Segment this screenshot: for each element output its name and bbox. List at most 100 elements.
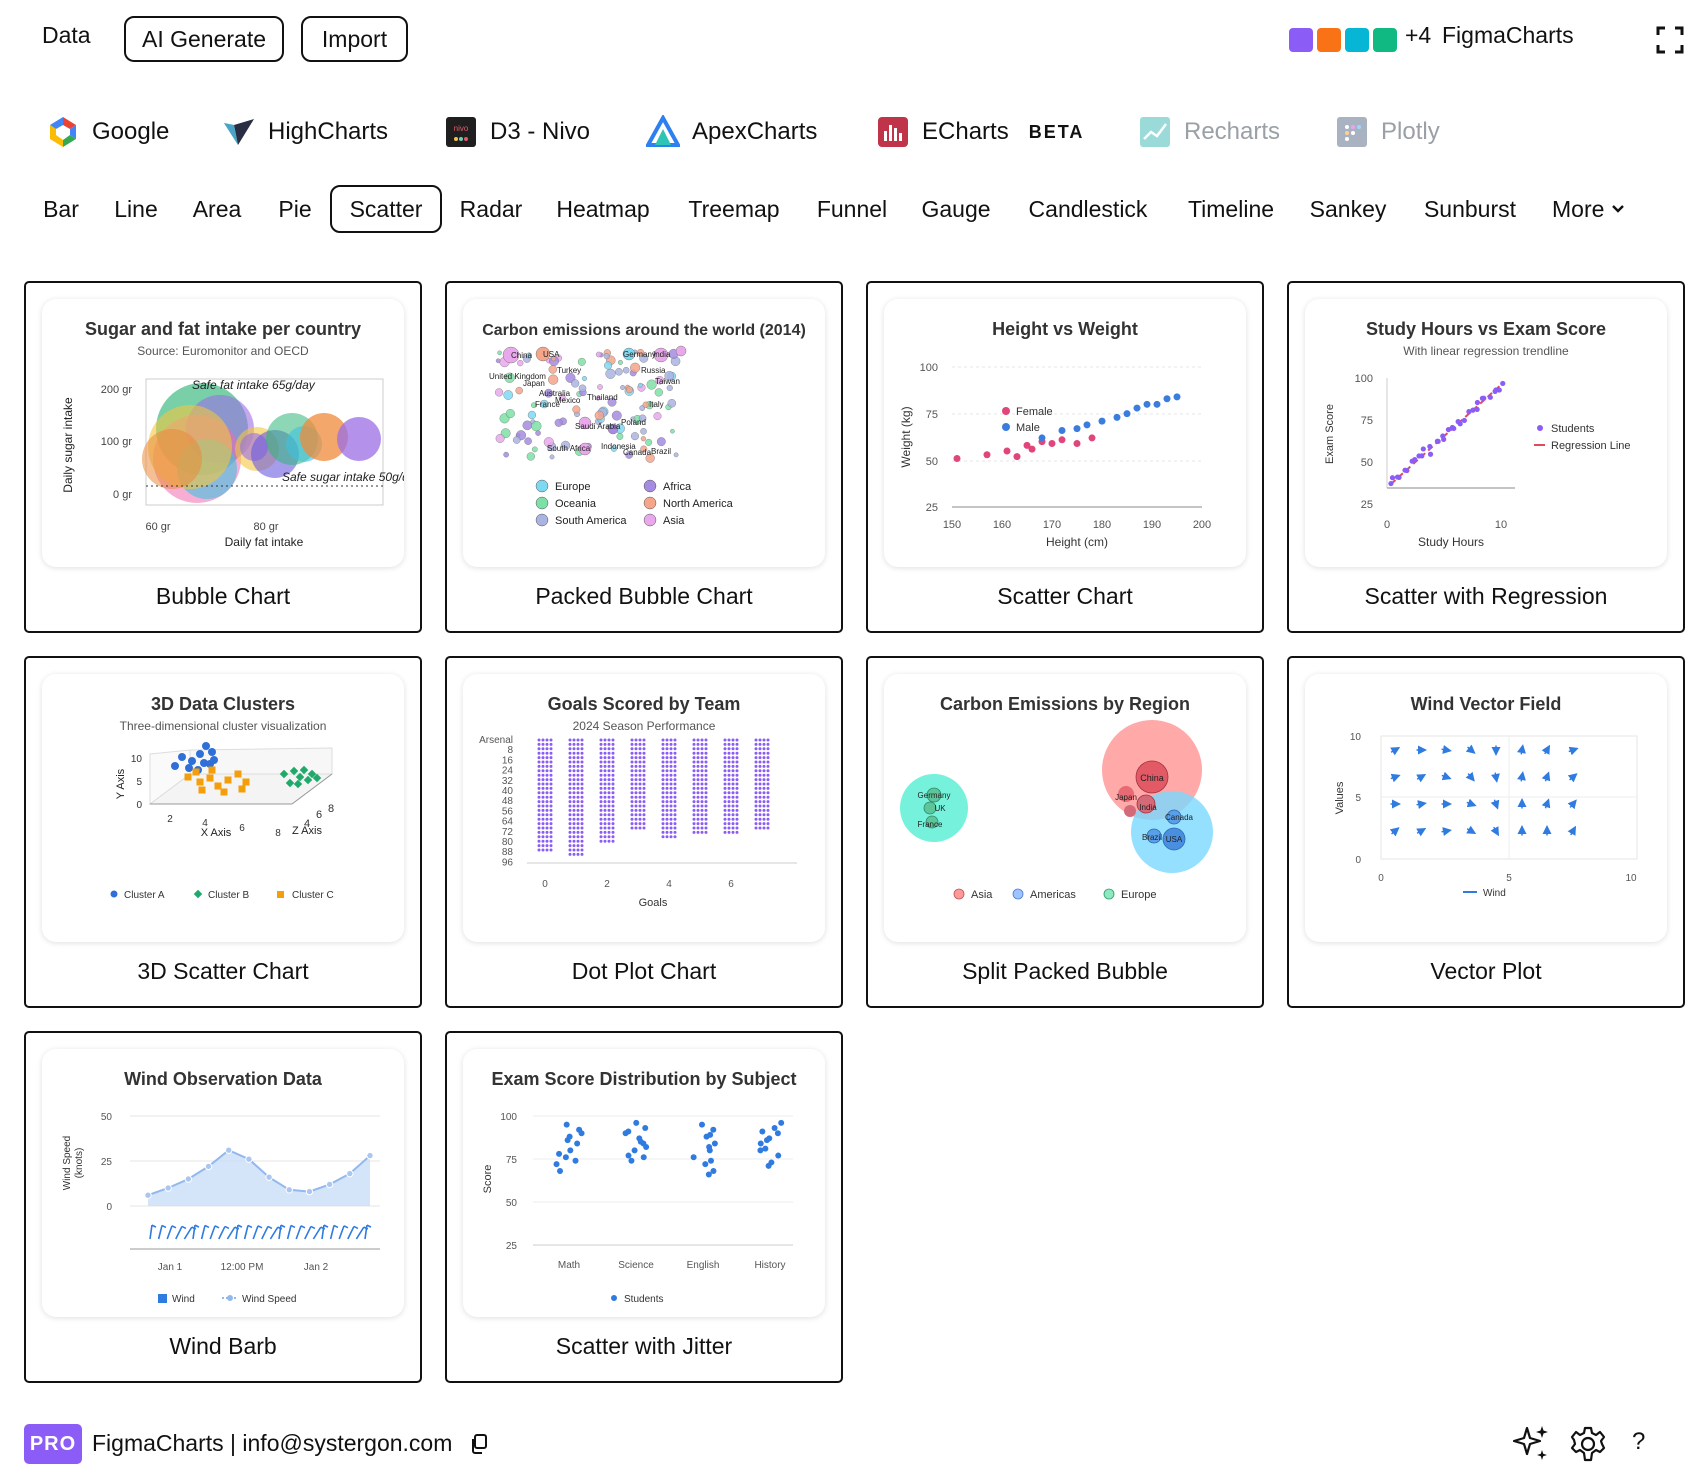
- tab-treemap[interactable]: Treemap: [688, 195, 780, 222]
- data-point: [723, 769, 727, 773]
- data-point: [580, 769, 584, 773]
- data-point: [638, 778, 642, 782]
- data-point: [661, 738, 665, 742]
- data-point: [731, 747, 735, 751]
- data-tab[interactable]: Data: [42, 22, 91, 48]
- data-point: [711, 1140, 718, 1147]
- data-point: [706, 1143, 713, 1150]
- data-point: [735, 786, 739, 790]
- tab-scatter[interactable]: Scatter: [330, 185, 442, 233]
- tab-candlestick[interactable]: Candlestick: [1028, 195, 1148, 222]
- library-highcharts[interactable]: HighCharts: [222, 110, 388, 154]
- data-point: [700, 813, 704, 817]
- data-point: [700, 756, 704, 760]
- data-point: [638, 773, 642, 777]
- footer-contact[interactable]: FigmaCharts | info@systergon.com: [92, 1430, 453, 1456]
- more-colors-count[interactable]: +4: [1405, 22, 1432, 48]
- data-point: [731, 804, 735, 808]
- data-point: [607, 839, 611, 843]
- data-point: [537, 795, 541, 799]
- gear-icon[interactable]: [1570, 1426, 1606, 1462]
- tab-radar[interactable]: Radar: [459, 195, 523, 222]
- library-d3-nivo[interactable]: nivo D3 - Nivo: [444, 110, 590, 154]
- data-point: [630, 764, 634, 768]
- card-caption: Split Packed Bubble: [962, 958, 1168, 984]
- data-point: [549, 791, 553, 795]
- tab-area[interactable]: Area: [192, 195, 242, 222]
- data-point: [545, 804, 549, 808]
- data-point: [541, 844, 545, 848]
- color-swatch-2[interactable]: [1317, 28, 1341, 52]
- data-point: [673, 778, 677, 782]
- tab-heatmap[interactable]: Heatmap: [556, 195, 650, 222]
- bubble: [664, 371, 675, 381]
- data-point: [983, 451, 991, 459]
- chart-card-split-packed-bubble[interactable]: Carbon Emissions by Region Germany UK Fr…: [866, 656, 1264, 1008]
- data-point: [731, 760, 735, 764]
- y-axis-label: Wind Speed: [62, 1136, 73, 1190]
- pro-badge[interactable]: PRO: [24, 1424, 82, 1464]
- bubble: [630, 432, 639, 441]
- color-swatch-4[interactable]: [1373, 28, 1397, 52]
- tick-label: 160: [993, 519, 1011, 531]
- wind-barb: [161, 1224, 167, 1229]
- chart-card-wind-barb[interactable]: Wind Observation Data 50 25 0 Wind Speed…: [24, 1031, 422, 1383]
- bubble: [1124, 805, 1136, 817]
- data-point: [545, 738, 549, 742]
- data-point: [723, 773, 727, 777]
- data-point: [758, 822, 762, 826]
- tab-timeline[interactable]: Timeline: [1187, 195, 1275, 222]
- data-point: [700, 786, 704, 790]
- data-point: [580, 778, 584, 782]
- help-icon[interactable]: ?: [1632, 1428, 1646, 1455]
- tab-funnel[interactable]: Funnel: [816, 195, 888, 222]
- chart-card-scatter-regression[interactable]: Study Hours vs Exam Score With linear re…: [1287, 281, 1685, 633]
- bubble: [515, 386, 523, 395]
- chart-preview: 3D Data Clusters Three-dimensional clust…: [42, 674, 404, 942]
- tick-label: Science: [618, 1260, 654, 1271]
- data-point: [312, 773, 322, 783]
- library-google[interactable]: Google: [46, 110, 169, 154]
- data-point: [580, 786, 584, 790]
- data-point: [669, 778, 673, 782]
- chart-card-vector-plot[interactable]: Wind Vector Field 10 5 0 0 5 10 Values W…: [1287, 656, 1685, 1008]
- data-point: [178, 753, 186, 761]
- library-recharts[interactable]: Recharts: [1138, 110, 1280, 154]
- data-point: [599, 826, 603, 830]
- data-point: [696, 817, 700, 821]
- chart-card-packed-bubble[interactable]: Carbon emissions around the world (2014)…: [445, 281, 843, 633]
- color-swatch-1[interactable]: [1289, 28, 1313, 52]
- chart-card-bubble[interactable]: Sugar and fat intake per country Source:…: [24, 281, 422, 633]
- library-echarts[interactable]: ECharts BETA: [876, 110, 1084, 154]
- data-point: [545, 786, 549, 790]
- y-axis-label: Y Axis: [115, 768, 127, 799]
- ai-generate-button[interactable]: AI Generate: [124, 16, 284, 62]
- tab-gauge[interactable]: Gauge: [921, 195, 991, 222]
- import-button[interactable]: Import: [301, 16, 408, 62]
- wind-vector: [1567, 825, 1577, 836]
- data-point: [704, 808, 708, 812]
- library-plotly[interactable]: Plotly: [1335, 110, 1440, 154]
- fullscreen-icon[interactable]: [1656, 26, 1684, 54]
- tab-line[interactable]: Line: [114, 195, 158, 222]
- bubble-label: Australia: [539, 389, 571, 398]
- tab-bar[interactable]: Bar: [43, 195, 79, 222]
- copy-icon[interactable]: [470, 1434, 488, 1454]
- sparkles-icon[interactable]: [1513, 1424, 1551, 1462]
- chart-card-scatter-jitter[interactable]: Exam Score Distribution by Subject 100 7…: [445, 1031, 843, 1383]
- color-swatch-3[interactable]: [1345, 28, 1369, 52]
- chart-card-dot-plot[interactable]: Goals Scored by Team 2024 Season Perform…: [445, 656, 843, 1008]
- data-point: [599, 822, 603, 826]
- tab-pie[interactable]: Pie: [278, 195, 312, 222]
- data-point: [537, 786, 541, 790]
- library-apexcharts[interactable]: ApexCharts: [646, 110, 817, 154]
- tab-sunburst[interactable]: Sunburst: [1423, 195, 1517, 222]
- chart-card-scatter[interactable]: Height vs Weight 100 75 50 25 150 160 17…: [866, 281, 1264, 633]
- data-point: [642, 773, 646, 777]
- data-point: [634, 742, 638, 746]
- data-point: [541, 773, 545, 777]
- tab-sankey[interactable]: Sankey: [1309, 195, 1387, 222]
- chart-card-3d-scatter[interactable]: 3D Data Clusters Three-dimensional clust…: [24, 656, 422, 1008]
- tab-more[interactable]: More: [1552, 185, 1636, 233]
- data-point: [580, 738, 584, 742]
